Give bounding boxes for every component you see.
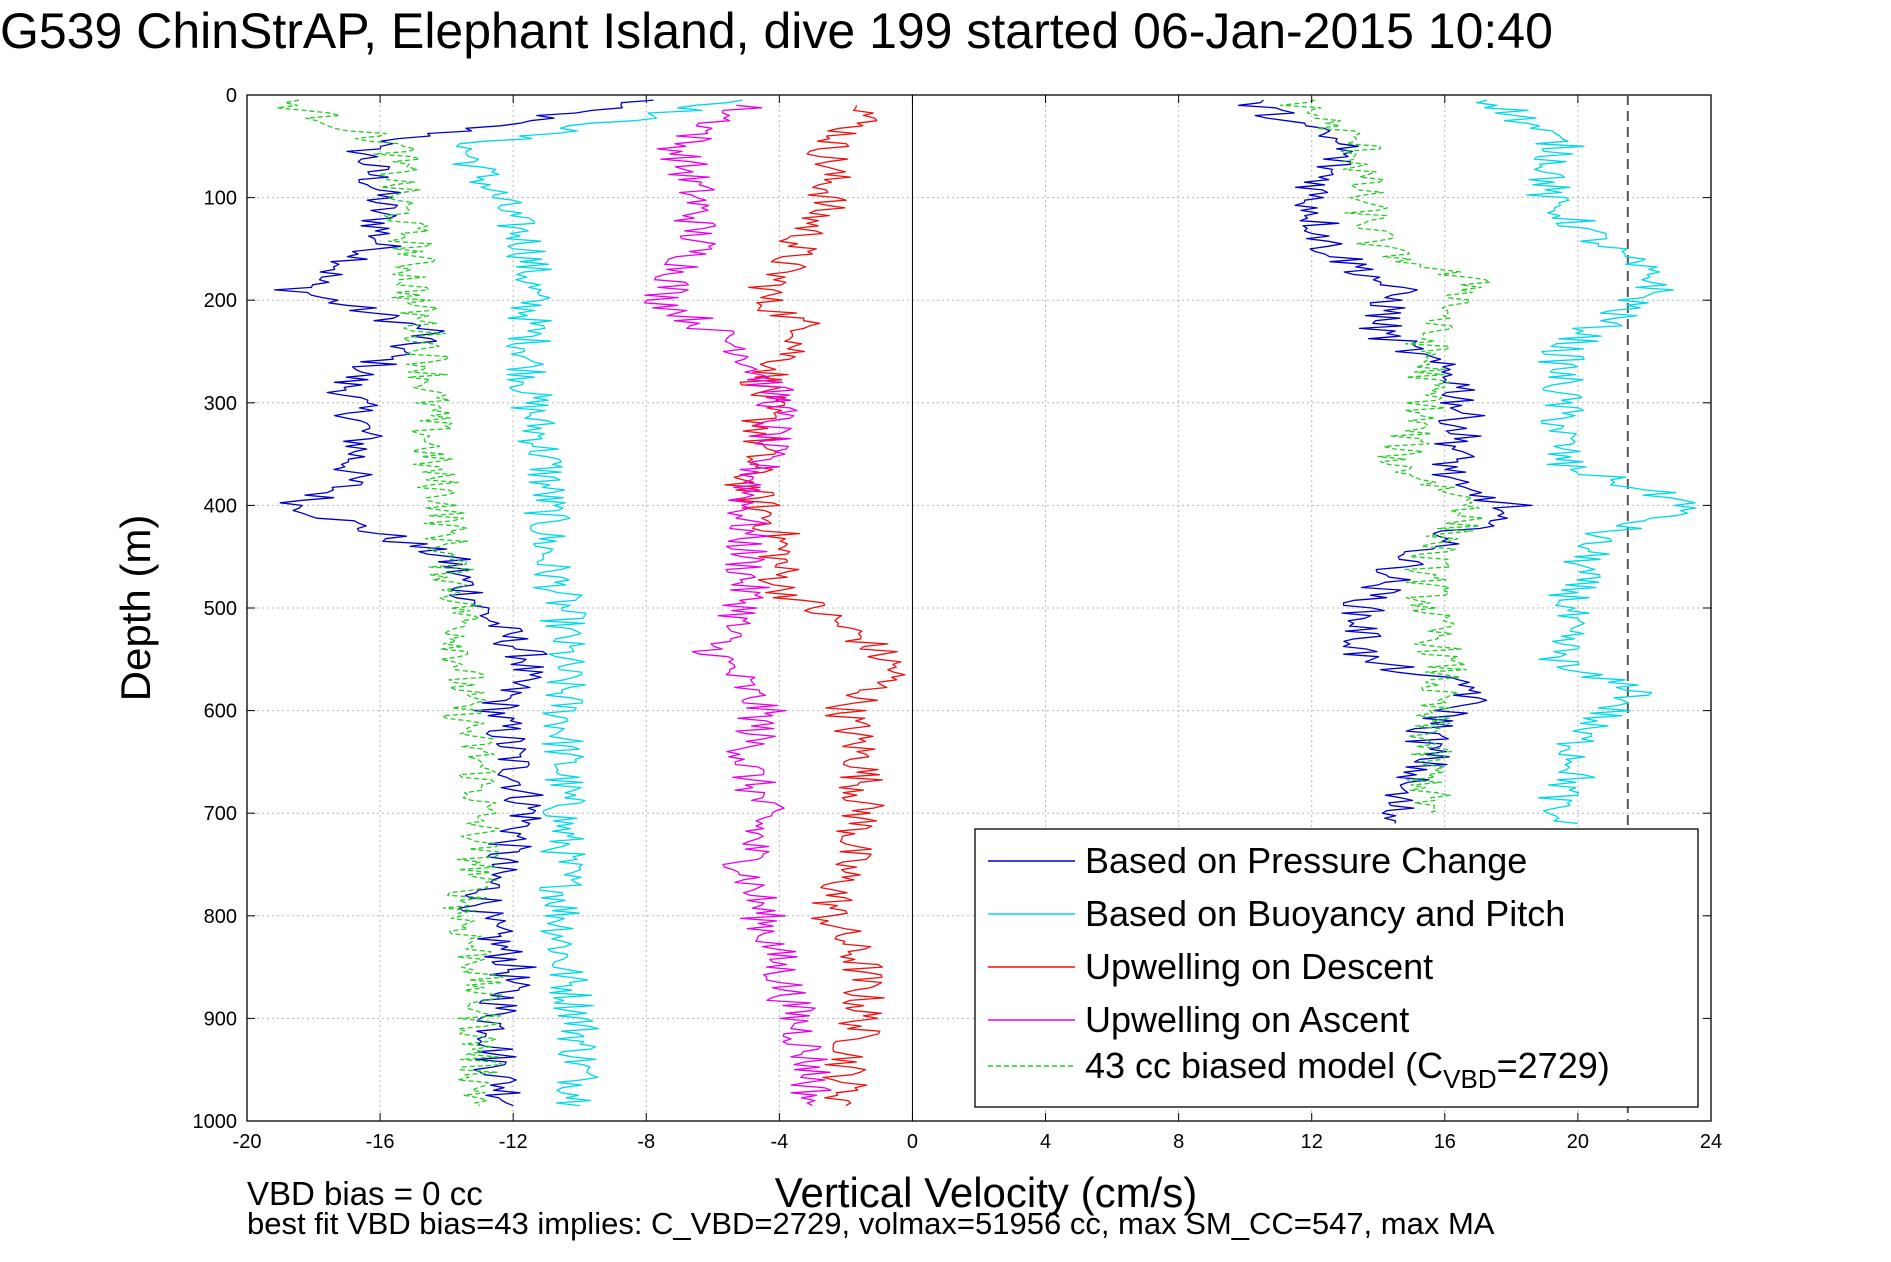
series-line-5: [1237, 99, 1533, 824]
x-tick-label: 4: [1040, 1131, 1051, 1153]
footnote-best-fit: best fit VBD bias=43 implies: C_VBD=2729…: [247, 1206, 1495, 1241]
x-tick-label: 0: [907, 1131, 918, 1153]
series-line-2: [724, 105, 906, 1107]
series-line-6: [1475, 99, 1697, 825]
y-tick-label: 500: [204, 598, 237, 620]
x-tick-label: -20: [233, 1131, 262, 1153]
y-tick-label: 900: [204, 1008, 237, 1030]
x-tick-label: -8: [637, 1131, 655, 1153]
series-line-1: [452, 99, 743, 1107]
legend-label-4: 43 cc biased model (CVBD=2729): [1085, 1045, 1610, 1094]
footnote-vbd-bias: VBD bias = 0 cc: [247, 1175, 483, 1212]
series-line-7: [1279, 99, 1492, 814]
y-tick-label: 200: [204, 290, 237, 312]
legend-label-1: Based on Buoyancy and Pitch: [1085, 893, 1565, 934]
y-tick-label: 0: [226, 85, 237, 107]
series-line-4: [276, 99, 504, 1107]
x-axis-label: Vertical Velocity (cm/s): [775, 1169, 1197, 1216]
y-tick-label: 1000: [193, 1111, 238, 1133]
axis-ticks: -20 -16 -12 -8 -4 0 4 8 12 16 20 24 0 100 200 300 400 500…: [193, 85, 1723, 1153]
x-tick-label: 16: [1434, 1131, 1456, 1153]
legend-label-3: Upwelling on Ascent: [1085, 999, 1409, 1040]
y-tick-label: 600: [204, 701, 237, 723]
x-tick-label: -12: [499, 1131, 528, 1153]
y-tick-label: 100: [204, 188, 237, 210]
chart-title: G539 ChinStrAP, Elephant Island, dive 19…: [0, 3, 1553, 59]
series-line-3: [643, 104, 832, 1107]
x-tick-label: 8: [1173, 1131, 1184, 1153]
legend-label-0: Based on Pressure Change: [1085, 840, 1527, 881]
x-tick-label: 24: [1700, 1131, 1722, 1153]
x-tick-label: -16: [366, 1131, 395, 1153]
legend: Based on Pressure Change Based on Buoyanc…: [974, 828, 1699, 1108]
x-tick-label: 12: [1301, 1131, 1323, 1153]
y-tick-label: 800: [204, 906, 237, 928]
y-tick-label: 700: [204, 803, 237, 825]
series-line-0: [273, 99, 654, 1107]
legend-label-2: Upwelling on Descent: [1085, 946, 1433, 987]
x-tick-label: -4: [770, 1131, 788, 1153]
y-axis-label: Depth (m): [112, 515, 159, 702]
y-tick-label: 400: [204, 495, 237, 517]
y-tick-label: 300: [204, 393, 237, 415]
x-tick-label: 20: [1567, 1131, 1589, 1153]
legend-box: [974, 828, 1699, 1108]
data-series: [273, 99, 1697, 1107]
